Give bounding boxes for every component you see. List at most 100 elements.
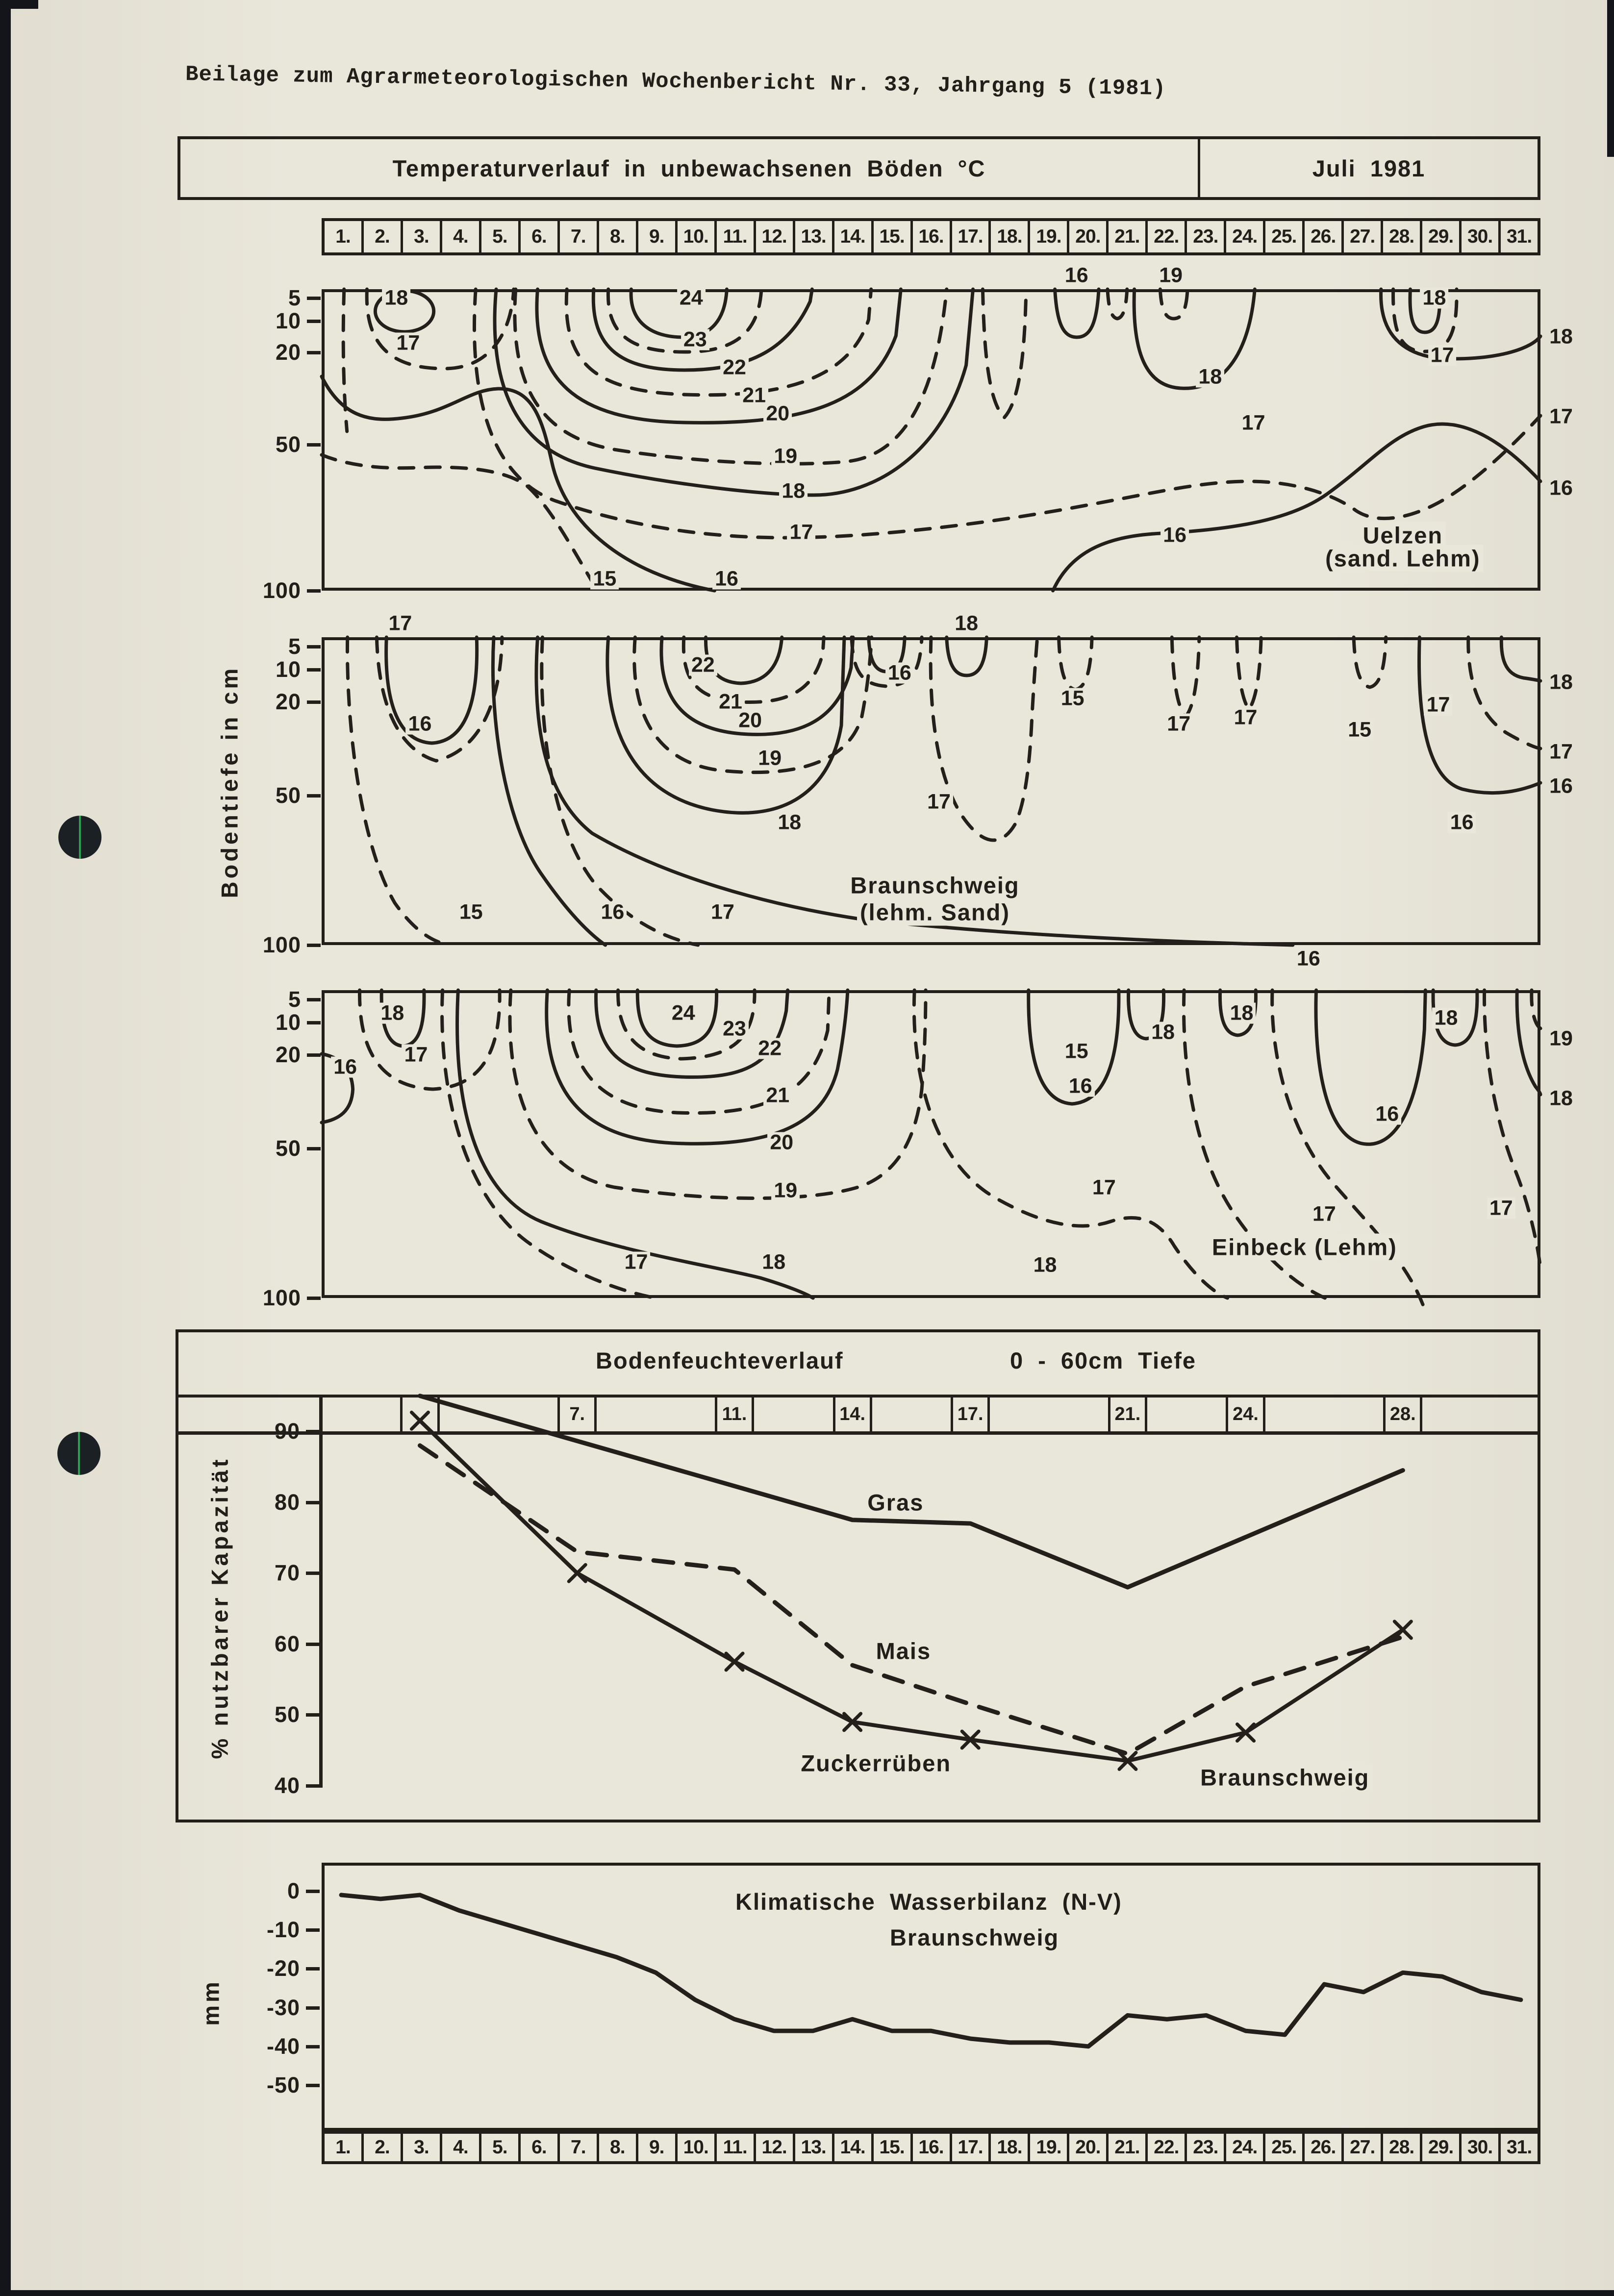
series-label: Braunschweig <box>1197 1764 1373 1791</box>
isotherm-dashed <box>606 287 763 354</box>
moisture-tick-label: 60 <box>274 1631 300 1656</box>
isotherm-solid <box>491 635 607 947</box>
isotherm-label-right: 18 <box>1549 324 1573 349</box>
day-cell: 19. <box>1030 221 1070 252</box>
isotherm-label: 16 <box>405 713 434 735</box>
water-tick-label: -50 <box>266 2072 300 2097</box>
water-tick-label: 0 <box>287 1878 300 1903</box>
isotherm-label: 17 <box>925 791 953 813</box>
day-cell: 3. <box>403 221 442 252</box>
day-cell: 20. <box>1069 221 1109 252</box>
isotherm-label: 18 <box>1227 1002 1256 1024</box>
isotherm-label: 21 <box>716 691 745 713</box>
moisture-tick <box>306 1500 320 1504</box>
isotherm-label: 16 <box>598 901 627 923</box>
isotherm-label: 22 <box>688 654 717 676</box>
isotherm-label: 15 <box>1058 688 1087 709</box>
isotherm-dashed <box>473 287 1542 540</box>
day-cell: 18. <box>991 221 1031 252</box>
isotherm-solid <box>1499 635 1542 683</box>
isotherm-dashed <box>320 453 600 593</box>
day-cell: 17. <box>952 221 991 252</box>
isotherm-label: 19 <box>771 1180 800 1201</box>
moisture-90-line <box>176 1431 1540 1435</box>
day-cell: 6. <box>521 221 560 252</box>
depth-tick-label: 20 <box>275 340 301 365</box>
day-cell: 19. <box>1030 2134 1070 2161</box>
day-cell: 13. <box>795 221 834 252</box>
isotherm-label: 17 <box>1231 707 1260 728</box>
isotherm-label: 18 <box>1420 287 1449 309</box>
isotherm-label-right: 16 <box>1549 476 1573 500</box>
station-label: Braunschweig <box>847 872 1023 899</box>
isotherm-dashed <box>912 988 1230 1300</box>
isotherm-label: 18 <box>1432 1007 1461 1029</box>
isotherm-solid <box>1417 635 1542 795</box>
period-text: Juli 1981 <box>1312 155 1426 181</box>
isotherm-label: 18 <box>1196 366 1225 388</box>
day-cell: 25. <box>1265 221 1305 252</box>
x-marker <box>842 1712 863 1732</box>
day-cell: 11. <box>717 2134 756 2161</box>
isotherm-label: 20 <box>763 403 792 424</box>
water-balance-box <box>322 1863 1540 2131</box>
depth-tick-label: 10 <box>275 308 301 333</box>
day-cell: 15. <box>874 221 913 252</box>
isotherm-label: 17 <box>1424 694 1453 716</box>
water-tick <box>306 1890 320 1893</box>
x-marker <box>960 1729 981 1750</box>
isotherm-dashed <box>850 635 924 688</box>
depth-tick-label: 50 <box>275 783 301 808</box>
isotherm-label: 21 <box>763 1085 792 1106</box>
isotherm-label: 18 <box>382 287 411 309</box>
day-cell: 17. <box>952 2134 991 2161</box>
isotherm-label-above: 17 <box>388 611 412 635</box>
day-cell: 27. <box>1344 221 1384 252</box>
depth-tick <box>307 944 321 947</box>
soil-type-label: (sand. Lehm) <box>1322 545 1484 572</box>
day-cell: 30. <box>1462 2134 1501 2161</box>
moisture-band-top-line <box>176 1395 1540 1398</box>
day-cell: 24. <box>1226 2134 1266 2161</box>
moisture-subtitle: 0 - 60cm Tiefe <box>1010 1348 1197 1373</box>
water-tick-label: -40 <box>266 2033 300 2059</box>
day-cell: 10. <box>678 221 717 252</box>
isotherm-label-right: 19 <box>1549 1026 1573 1050</box>
day-axis-bottom: 1. 2. 3. 4. 5. 6. 7. 8. 9. 10. 11. 12. 13. 14. 15. 16. 1… <box>322 2131 1540 2164</box>
day-cell: 27. <box>1344 2134 1384 2161</box>
isotherm-label: 24 <box>669 1002 698 1024</box>
day-cell: 29. <box>1422 2134 1462 2161</box>
moisture-tick <box>306 1430 320 1433</box>
depth-tick <box>307 1297 321 1300</box>
isotherm-label: 16 <box>331 1056 360 1078</box>
isotherm-label-right: 17 <box>1549 404 1573 428</box>
x-marker <box>724 1651 745 1672</box>
isotherm-dashed <box>616 988 757 1061</box>
isotherm-label: 15 <box>1345 719 1374 741</box>
x-marker <box>1392 1620 1413 1640</box>
isotherm-label-below: 16 <box>1296 947 1320 971</box>
isotherm-label: 18 <box>779 480 808 502</box>
isotherm-label: 17 <box>1310 1203 1338 1225</box>
isotherm-label: 17 <box>787 522 816 543</box>
day-cell: 1. <box>325 2134 364 2161</box>
day-cell: 12. <box>756 2134 795 2161</box>
day-cell: 22. <box>1148 221 1187 252</box>
depth-tick-label: 5 <box>288 285 301 311</box>
isotherm-dashed <box>567 988 831 1115</box>
depth-tick <box>307 443 321 447</box>
isotherm-dashed <box>929 635 1039 842</box>
depth-tick-label: 50 <box>275 431 301 457</box>
depth-tick <box>307 589 321 593</box>
isotherm-label: 16 <box>1447 812 1476 833</box>
isotherm-solid <box>320 374 716 593</box>
day-cell: 16. <box>913 2134 952 2161</box>
station-label: Einbeck (Lehm) <box>1209 1233 1400 1261</box>
day-cell: 20. <box>1069 2134 1109 2161</box>
isotherm-label: 16 <box>712 568 741 590</box>
isotherm-label: 16 <box>1066 1075 1095 1097</box>
title-box: Temperaturverlauf in unbewachsenen Böden… <box>177 136 1540 200</box>
day-cell: 16. <box>913 221 952 252</box>
day-cell: 28. <box>1383 2134 1423 2161</box>
isotherm-label: 23 <box>681 329 709 350</box>
